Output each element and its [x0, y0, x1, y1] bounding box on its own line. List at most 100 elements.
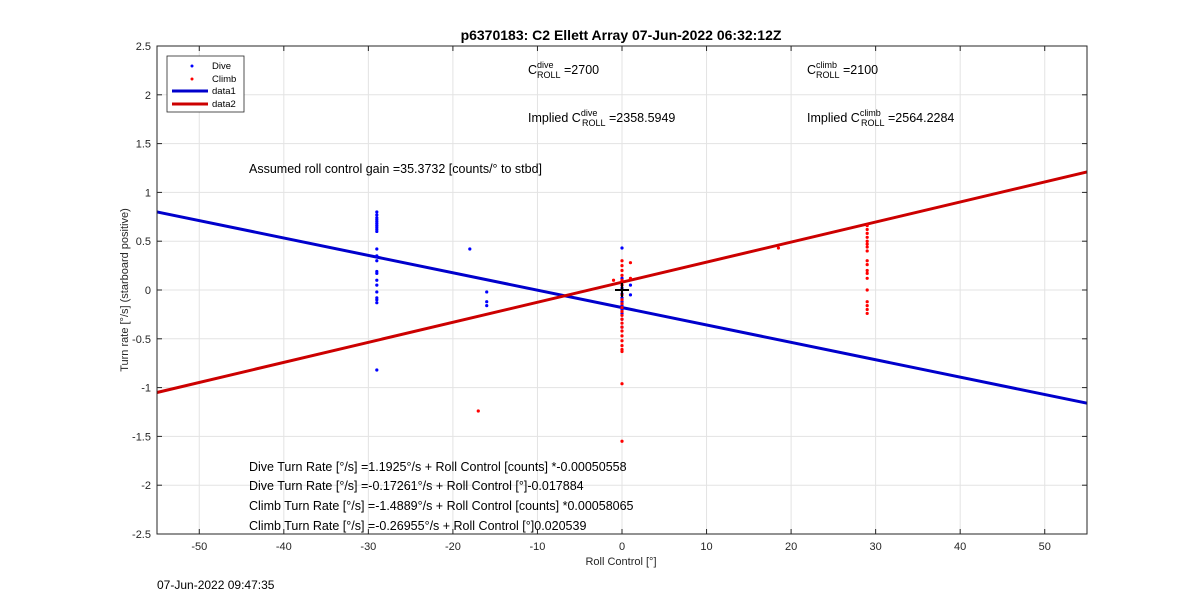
y-tick-label: 0	[145, 285, 151, 297]
legend: Dive Climb data1 data2	[166, 55, 245, 113]
data-point-climb	[865, 245, 869, 249]
data-point-dive	[375, 271, 379, 276]
axis-ticks: -50 -40 -30 -20 -10 0 10 20 30 40 50-2.5-2-1.5-1-0…	[132, 41, 1087, 553]
data-point-climb	[620, 298, 624, 302]
data-point-climb	[620, 264, 624, 268]
implied-climb-sub: ROLL	[861, 118, 885, 128]
x-tick-label: 40	[954, 541, 966, 553]
data-point-dive	[375, 301, 379, 305]
fit-climb-counts: Climb Turn Rate [°/s] =-1.4889°/s + Roll…	[249, 499, 634, 513]
y-tick-label: 1	[145, 187, 151, 199]
data-point-climb	[620, 325, 624, 329]
y-tick-label: 0.5	[136, 236, 151, 248]
fit-dive-degrees: Dive Turn Rate [°/s] =-0.17261°/s + Roll…	[249, 479, 584, 493]
x-tick-label: -50	[191, 541, 207, 553]
data-point-dive	[620, 246, 624, 250]
data-point-climb	[628, 261, 633, 265]
x-tick-label: 10	[700, 541, 712, 553]
x-tick-label: 50	[1039, 541, 1051, 553]
fit-line-data2	[156, 170, 1088, 394]
data-point-dive	[485, 300, 489, 304]
implied-dive-sup: dive	[581, 108, 598, 118]
c-roll-climb-annotation: Cclimb ROLL =2100	[807, 60, 878, 80]
x-tick-label: 20	[785, 541, 797, 553]
data-point-dive	[375, 278, 379, 282]
data-point-climb	[620, 344, 624, 348]
data-point-climb	[865, 227, 869, 232]
implied-dive-sub: ROLL	[582, 118, 606, 128]
y-tick-label: -2	[141, 480, 151, 492]
data-point-climb	[620, 317, 624, 321]
y-tick-label: 2	[145, 90, 151, 102]
x-tick-label: -40	[276, 541, 292, 553]
data-point-climb	[865, 311, 869, 316]
data-point-climb	[620, 329, 624, 333]
c-roll-dive-base: C	[528, 63, 537, 77]
data-point-climb	[776, 246, 781, 250]
data-point-climb	[865, 304, 869, 308]
x-tick-label: 0	[619, 541, 625, 553]
legend-item-dive: Dive	[190, 61, 231, 72]
c-roll-dive-annotation: Cdive ROLL =2700	[528, 60, 599, 80]
data-point-climb	[620, 302, 624, 306]
y-tick-label: 1.5	[136, 139, 151, 151]
origin-marker	[615, 283, 629, 297]
data-point-climb	[620, 321, 624, 325]
data-point-dive	[375, 210, 379, 214]
data-point-climb	[620, 278, 624, 282]
data-point-climb	[865, 249, 869, 253]
data-point-climb	[620, 334, 624, 338]
y-axis-label: Turn rate [°/s] (starboard positive)	[119, 208, 131, 372]
y-tick-label: 2.5	[136, 41, 151, 53]
data-point-dive	[375, 290, 379, 294]
data-point-climb	[620, 273, 624, 277]
y-tick-label: -1	[141, 383, 151, 395]
legend-dive-label: Dive	[212, 61, 231, 72]
axes-box	[156, 45, 1088, 535]
data-point-climb	[865, 239, 869, 243]
data-point-climb	[865, 263, 869, 267]
c-roll-climb-sub: ROLL	[816, 70, 840, 80]
data-point-climb	[865, 235, 869, 239]
data-point-dive	[375, 213, 379, 217]
c-roll-dive-sub: ROLL	[537, 70, 561, 80]
x-tick-label: -20	[445, 541, 461, 553]
implied-dive-base: C	[572, 111, 581, 125]
data-point-dive	[468, 247, 472, 251]
data-point-dive	[628, 283, 633, 287]
data-point-climb	[620, 259, 624, 263]
data-point-dive	[485, 290, 489, 294]
implied-climb-annotation: Implied Cclimb ROLL =2564.2284	[807, 108, 954, 128]
implied-climb-prefix: Implied	[807, 111, 851, 125]
y-tick-label: -0.5	[132, 334, 151, 346]
implied-climb-value: =2564.2284	[885, 111, 955, 125]
c-roll-dive-sup: dive	[537, 60, 554, 70]
data-point-dive	[485, 304, 489, 308]
chart-title: p6370183: C2 Ellett Array 07-Jun-2022 06…	[461, 27, 782, 43]
legend-dive-marker	[190, 64, 194, 68]
x-tick-label: -30	[360, 541, 376, 553]
legend-item-data1: data1	[172, 86, 236, 97]
implied-dive-prefix: Implied	[528, 111, 572, 125]
data-point-climb	[620, 349, 624, 354]
data-point-climb	[476, 409, 480, 413]
c-roll-climb-value: =2100	[840, 63, 879, 77]
data-point-climb	[865, 223, 869, 228]
data-point-climb	[620, 382, 624, 386]
c-roll-dive-value: =2700	[561, 63, 600, 77]
data-point-climb	[620, 309, 624, 314]
implied-dive-value: =2358.5949	[606, 111, 676, 125]
data-point-dive	[375, 254, 379, 258]
implied-climb-base: C	[851, 111, 860, 125]
fit-climb-degrees: Climb Turn Rate [°/s] =-0.26955°/s + Rol…	[249, 519, 586, 533]
roll-gain-annotation: Assumed roll control gain =35.3732 [coun…	[249, 162, 542, 176]
data-point-climb	[620, 268, 624, 273]
c-roll-climb-base: C	[807, 63, 816, 77]
data-point-climb	[865, 288, 869, 292]
data-point-climb	[620, 305, 624, 310]
data-point-dive	[375, 298, 379, 302]
data-point-climb	[620, 313, 624, 317]
y-tick-label: -2.5	[132, 529, 151, 541]
data-point-climb	[628, 276, 633, 280]
